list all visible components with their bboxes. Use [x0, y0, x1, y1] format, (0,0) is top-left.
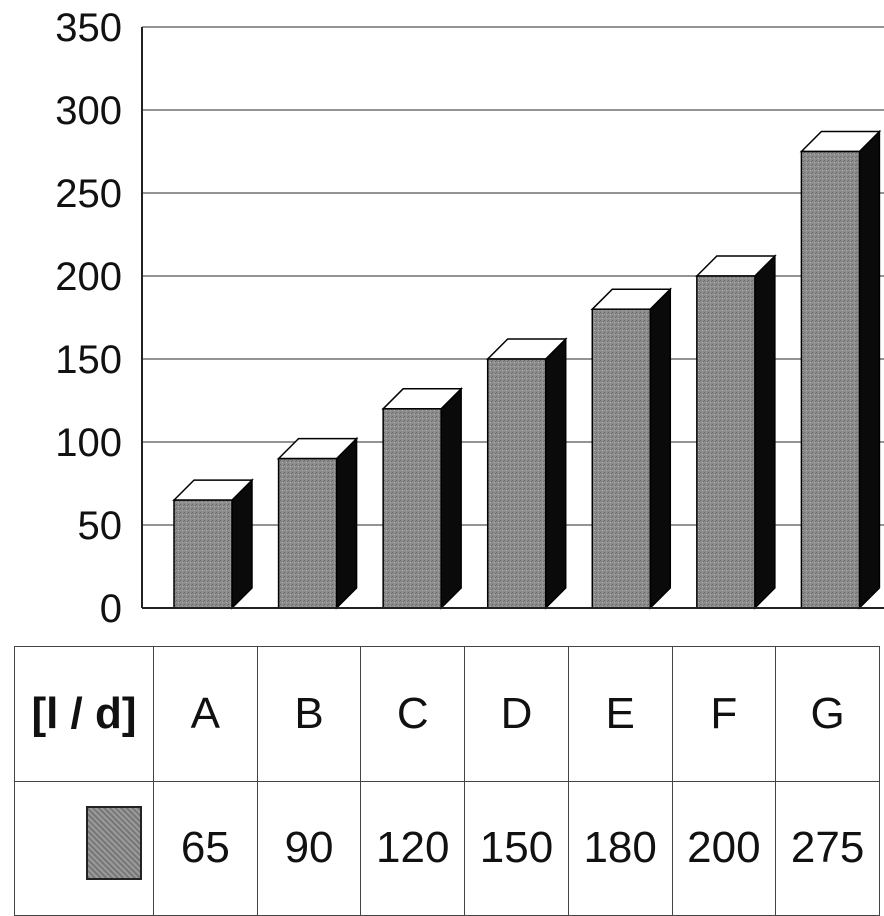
value-cell-c: 120: [360, 780, 466, 916]
bar-g: [799, 129, 882, 610]
y-tick-label: 350: [55, 6, 122, 50]
header-cell-e: E: [567, 646, 673, 782]
data-table: [l / d] A B C D E F G 65 90 120 150 180 …: [14, 646, 880, 916]
y-tick-label: 50: [78, 504, 123, 548]
header-cell-c: C: [360, 646, 466, 782]
bar-side: [649, 287, 672, 610]
header-cell-a: A: [153, 646, 258, 782]
y-tick-label: 0: [100, 587, 122, 631]
value-row: 65 90 120 150 180 200 275: [14, 780, 880, 916]
y-tick-label: 200: [55, 255, 122, 299]
header-cell-b: B: [256, 646, 362, 782]
bar-side: [544, 337, 567, 610]
legend-swatch-cell: [14, 780, 154, 916]
bar-side: [858, 129, 881, 610]
bar-front: [486, 358, 547, 609]
bar-front: [173, 499, 233, 609]
value-cell-b: 90: [256, 780, 362, 916]
y-tick-label: 300: [55, 89, 122, 133]
value-cell-a: 65: [153, 780, 258, 916]
value-cell-g: 275: [775, 780, 880, 916]
value-cell-e: 180: [567, 780, 673, 916]
header-cell-g: G: [775, 646, 880, 782]
header-row: [l / d] A B C D E F G: [14, 646, 880, 782]
y-tick-label: 150: [55, 338, 122, 382]
bar-a: [172, 478, 254, 610]
bar-e: [590, 287, 673, 610]
bar-front: [696, 275, 756, 609]
bar-f: [695, 254, 777, 610]
y-tick-label: 250: [55, 172, 122, 216]
bars: [172, 129, 882, 610]
bar-d: [485, 337, 568, 610]
y-tick-label: 100: [55, 421, 122, 465]
value-cell-f: 200: [671, 780, 777, 916]
bar-side: [440, 386, 462, 610]
bar-front: [800, 150, 861, 609]
bar-side: [754, 254, 776, 610]
value-cell-d: 150: [464, 780, 569, 916]
bar-front: [277, 457, 338, 609]
unit-label: [l / d]: [14, 646, 154, 782]
header-cell-d: D: [464, 646, 569, 782]
bar-front: [591, 308, 652, 609]
legend-swatch: [86, 805, 142, 880]
y-axis-ticks: 0 50 100 150 200 250 300 350: [55, 6, 122, 631]
bar-side: [335, 436, 358, 610]
header-cell-f: F: [671, 646, 777, 782]
bar-b: [276, 436, 359, 610]
bar-chart: 0 50 100 150 200 250 300 350: [55, 6, 884, 631]
bar-front: [382, 408, 442, 609]
bar-c: [381, 386, 463, 610]
bar-side: [231, 478, 253, 610]
